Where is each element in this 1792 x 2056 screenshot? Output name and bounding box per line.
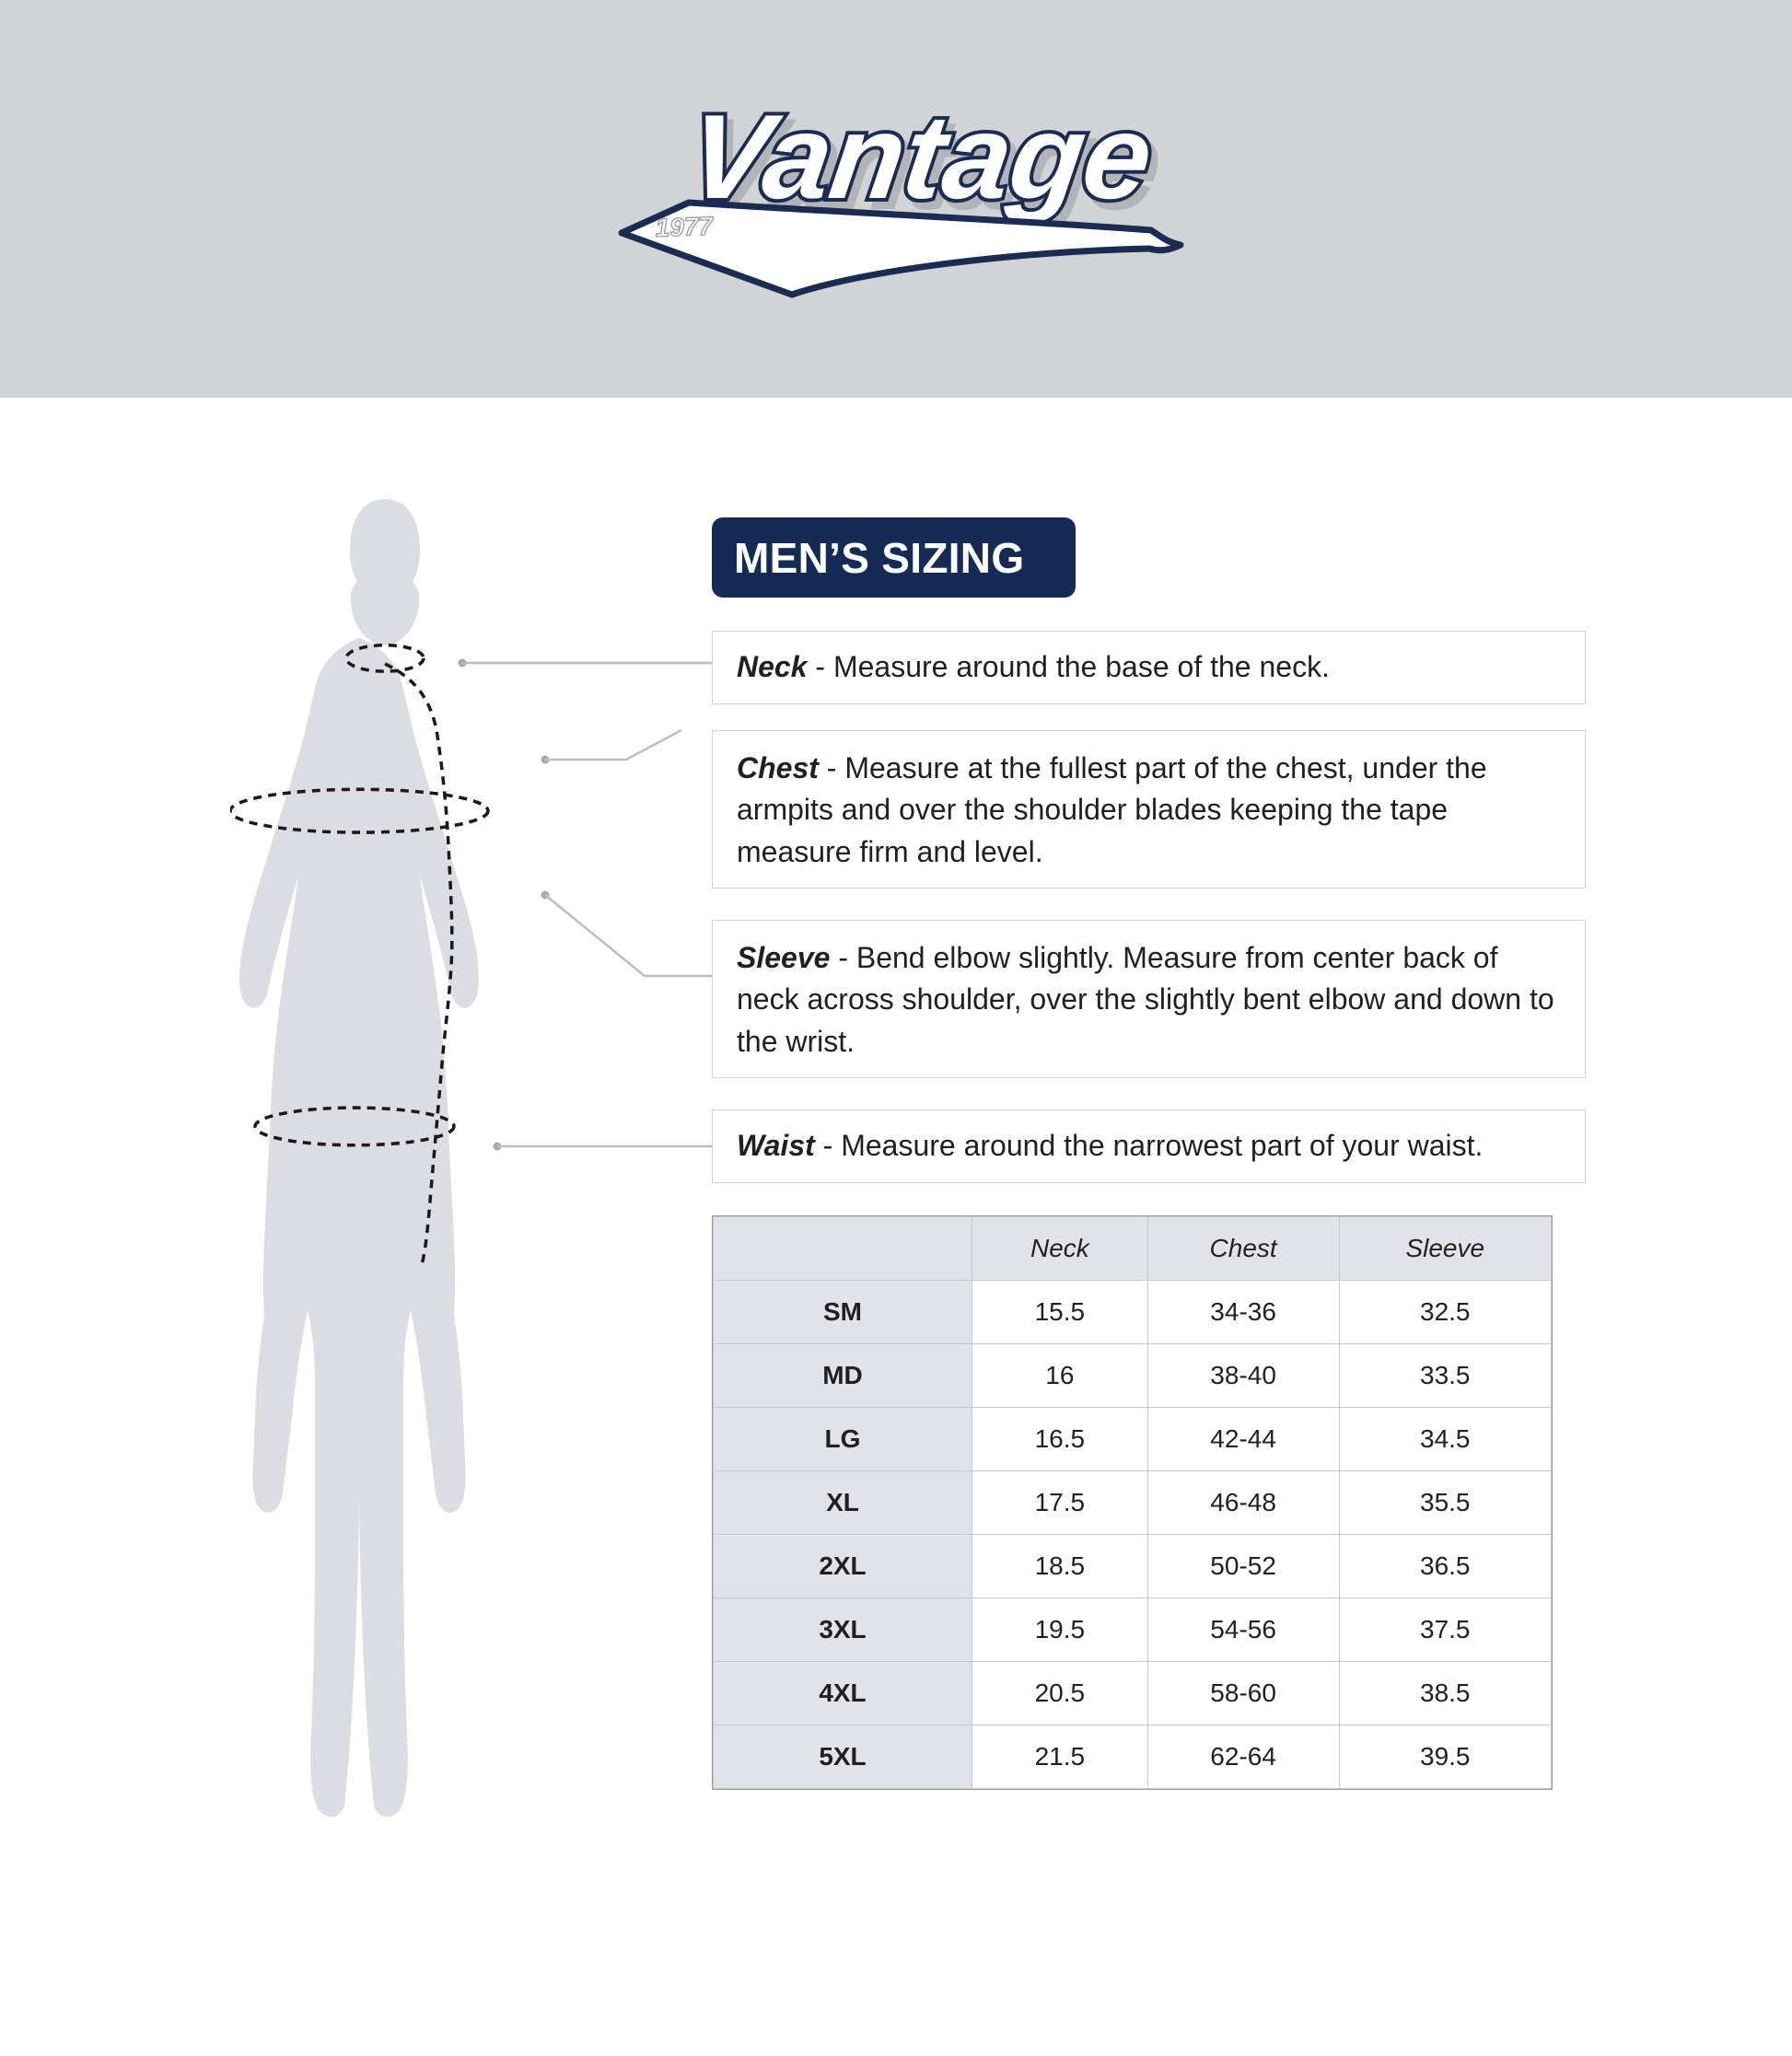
svg-text:1977: 1977 — [655, 212, 715, 242]
